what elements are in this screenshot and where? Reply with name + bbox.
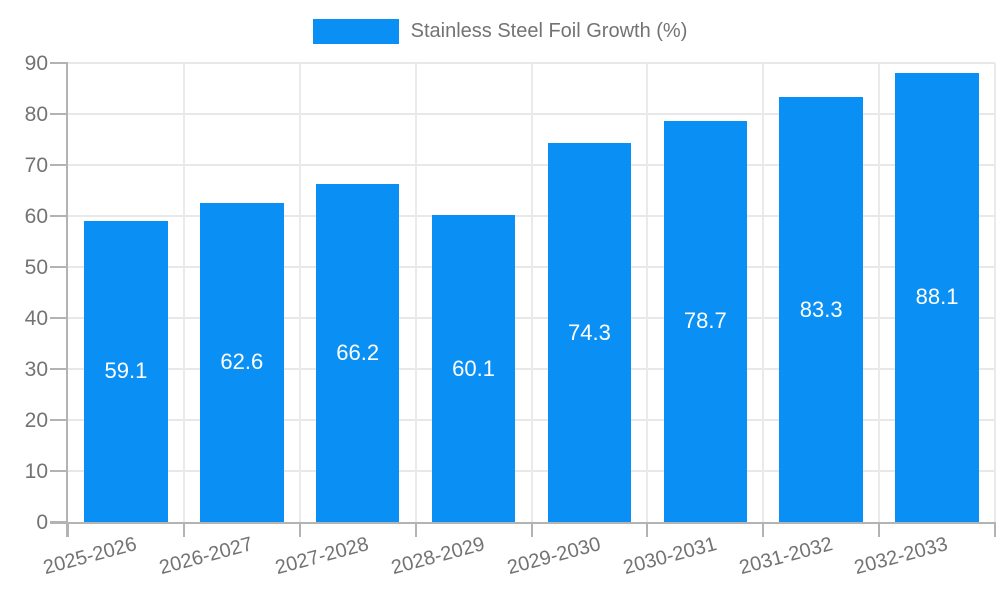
bar[interactable]: 74.3: [547, 143, 632, 522]
x-tick-label: 2027-2028: [273, 533, 372, 580]
bar-value-label: 66.2: [336, 340, 380, 366]
y-tick-label: 90: [24, 52, 48, 75]
bar-value-label: 78.7: [683, 308, 727, 334]
bar-value-label: 59.1: [104, 358, 148, 384]
bar[interactable]: 83.3: [779, 97, 863, 522]
y-axis-tick: [50, 368, 68, 370]
y-tick-label: 20: [24, 409, 48, 432]
gridline-vertical: [878, 63, 881, 522]
x-axis-tick: [994, 522, 996, 537]
legend-swatch-icon: [312, 19, 399, 44]
y-axis-tick: [50, 215, 68, 217]
x-tick-label: 2031-2032: [736, 533, 835, 580]
x-axis-tick: [182, 522, 185, 537]
x-axis-line: [50, 522, 995, 524]
gridline-vertical: [646, 63, 649, 522]
x-axis-tick: [67, 522, 69, 537]
gridline-vertical: [298, 63, 301, 522]
bar-value-label: 74.3: [568, 319, 611, 345]
x-tick-label: 2032-2033: [852, 533, 951, 580]
x-axis-tick: [298, 522, 301, 537]
x-axis-tick: [762, 522, 765, 537]
y-tick-label: 10: [24, 460, 48, 483]
bar[interactable]: 60.1: [431, 215, 516, 522]
bar-value-label: 60.1: [452, 355, 495, 381]
bar[interactable]: 62.6: [200, 202, 284, 522]
x-tick-label: 2030-2031: [620, 533, 719, 580]
y-tick-label: 30: [24, 358, 48, 381]
bar-value-label: 62.6: [220, 349, 264, 375]
y-tick-label: 80: [24, 103, 48, 126]
bar[interactable]: 66.2: [315, 184, 400, 522]
gridline-vertical: [530, 63, 533, 522]
y-axis-tick: [50, 266, 68, 268]
bar-value-label: 88.1: [915, 284, 959, 310]
y-axis-tick: [50, 317, 68, 319]
gridline-vertical: [762, 63, 765, 522]
y-tick-label: 60: [24, 205, 48, 228]
y-axis-tick: [50, 164, 68, 166]
x-axis-tick: [414, 522, 417, 537]
y-axis-tick: [50, 113, 68, 115]
bar[interactable]: 78.7: [663, 120, 748, 522]
gridline-vertical: [414, 63, 417, 522]
bar[interactable]: 59.1: [84, 220, 168, 522]
legend-item[interactable]: Stainless Steel Foil Growth (%): [312, 19, 688, 44]
y-tick-label: 50: [24, 256, 48, 279]
x-axis-tick: [646, 522, 649, 537]
x-axis-tick: [530, 522, 533, 537]
x-tick-label: 2026-2027: [157, 533, 256, 580]
y-axis-tick: [50, 419, 68, 421]
y-axis-tick: [50, 62, 68, 64]
y-tick-label: 0: [36, 511, 48, 534]
y-tick-label: 70: [24, 154, 48, 177]
gridline-vertical: [994, 63, 996, 522]
y-axis-line: [66, 63, 68, 537]
x-tick-label: 2029-2030: [504, 533, 603, 580]
x-tick-label: 2025-2026: [41, 533, 140, 580]
legend: Stainless Steel Foil Growth (%): [0, 19, 1000, 44]
gridline-vertical: [182, 63, 185, 522]
y-axis-tick: [50, 470, 68, 472]
x-tick-label: 2028-2029: [388, 533, 487, 580]
legend-label: Stainless Steel Foil Growth (%): [410, 20, 688, 42]
bar[interactable]: 88.1: [895, 72, 979, 522]
y-tick-label: 40: [24, 307, 48, 330]
x-axis-tick: [878, 522, 881, 537]
bar-value-label: 83.3: [799, 296, 843, 322]
